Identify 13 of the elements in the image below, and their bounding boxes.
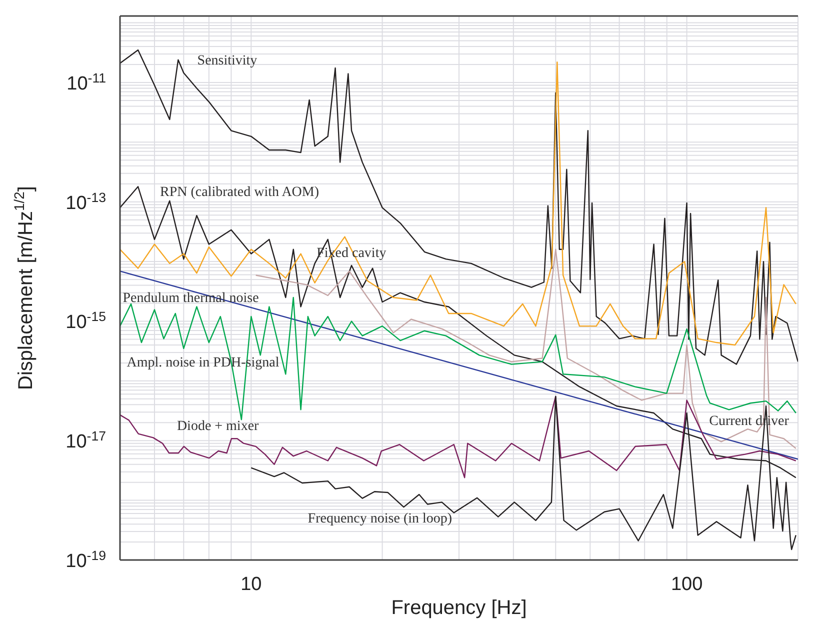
y-tick-label: 10$^{-17}$ [66, 428, 106, 453]
series-label: RPN (calibrated with AOM) [160, 185, 320, 200]
series-label: Pendulum thermal noise [122, 291, 259, 306]
x-tick-label: 100 [670, 574, 703, 595]
series-label: Frequency noise (in loop) [308, 512, 452, 527]
x-axis-title: Frequency [Hz] [391, 597, 527, 619]
series-label: Sensitivity [197, 54, 258, 69]
y-tick-label: 10$^{-19}$ [66, 548, 106, 572]
series-label: Diode + mixer [176, 419, 260, 434]
y-tick-label: 10$^{-13}$ [66, 189, 106, 214]
y-tick-label: 10$^{-11}$ [66, 70, 106, 94]
x-tick-label: 10 [240, 574, 262, 595]
y-tick-label: 10$^{-15}$ [66, 308, 106, 334]
